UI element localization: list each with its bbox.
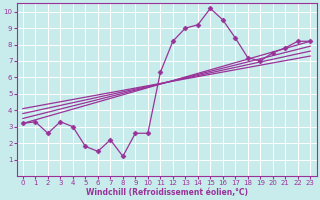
X-axis label: Windchill (Refroidissement éolien,°C): Windchill (Refroidissement éolien,°C): [85, 188, 248, 197]
